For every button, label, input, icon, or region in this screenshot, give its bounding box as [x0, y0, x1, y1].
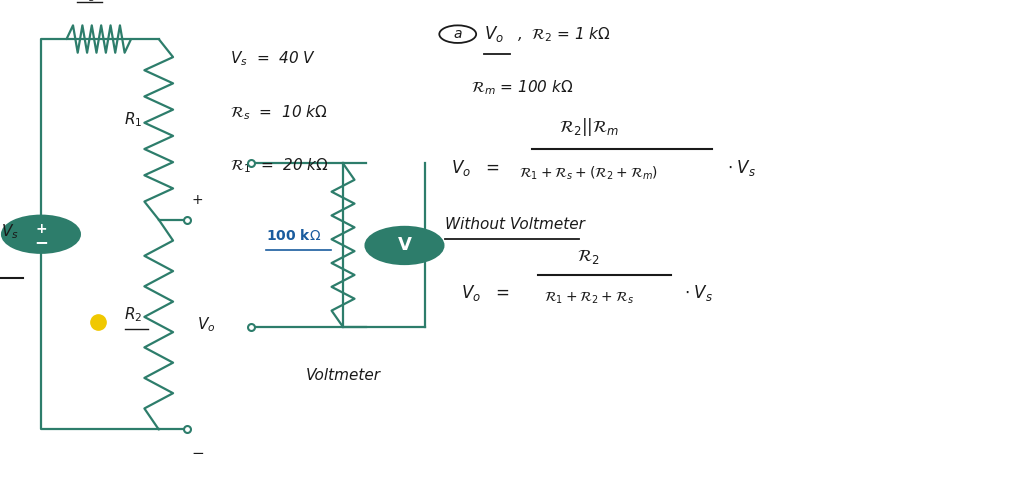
Text: $V_o$: $V_o$ [197, 315, 215, 334]
Text: $V_o$   =: $V_o$ = [461, 283, 510, 303]
Text: $\mathcal{R}_1 + \mathcal{R}_s + (\mathcal{R}_2 + \mathcal{R}_m)$: $\mathcal{R}_1 + \mathcal{R}_s + (\mathc… [519, 164, 658, 182]
Text: 100 k$\Omega$: 100 k$\Omega$ [266, 228, 322, 243]
Text: $\mathcal{R}_s$  =  10 k$\Omega$: $\mathcal{R}_s$ = 10 k$\Omega$ [230, 103, 328, 122]
Text: +: + [35, 223, 47, 236]
Text: Without Voltmeter: Without Voltmeter [445, 217, 586, 232]
Text: $\mathcal{R}_1 + \mathcal{R}_2 + \mathcal{R}_s$: $\mathcal{R}_1 + \mathcal{R}_2 + \mathca… [544, 289, 634, 306]
Text: $\mathcal{R}_1$  =  20 k$\Omega$: $\mathcal{R}_1$ = 20 k$\Omega$ [230, 157, 329, 175]
Text: $R_2$: $R_2$ [124, 305, 142, 324]
Text: −: − [34, 233, 48, 251]
Text: $\mathcal{R}_m$ = 100 k$\Omega$: $\mathcal{R}_m$ = 100 k$\Omega$ [471, 79, 573, 97]
Text: a: a [454, 27, 462, 41]
Text: $V_o$: $V_o$ [484, 24, 504, 44]
Circle shape [2, 216, 80, 253]
Text: $V_o$   =: $V_o$ = [451, 159, 500, 178]
Text: $\cdot \; V_s$: $\cdot \; V_s$ [727, 159, 756, 178]
Text: $R_1$: $R_1$ [124, 110, 142, 129]
Text: $V_s$  =  40 V: $V_s$ = 40 V [230, 49, 316, 68]
Circle shape [366, 227, 443, 264]
Text: $\mathcal{R}_2$: $\mathcal{R}_2$ [578, 247, 600, 265]
Text: V: V [397, 237, 412, 254]
Text: $\cdot \; V_s$: $\cdot \; V_s$ [684, 283, 713, 303]
Text: $\mathcal{R}_2 || \mathcal{R}_m$: $\mathcal{R}_2 || \mathcal{R}_m$ [559, 116, 618, 138]
Text: −: − [191, 447, 204, 461]
Text: $R_s$: $R_s$ [78, 0, 96, 4]
Text: $V_s$: $V_s$ [1, 223, 19, 241]
Text: +: + [191, 193, 204, 207]
Text: ,  $\mathcal{R}_2$ = 1 k$\Omega$: , $\mathcal{R}_2$ = 1 k$\Omega$ [517, 25, 611, 43]
Text: Voltmeter: Voltmeter [305, 368, 381, 383]
